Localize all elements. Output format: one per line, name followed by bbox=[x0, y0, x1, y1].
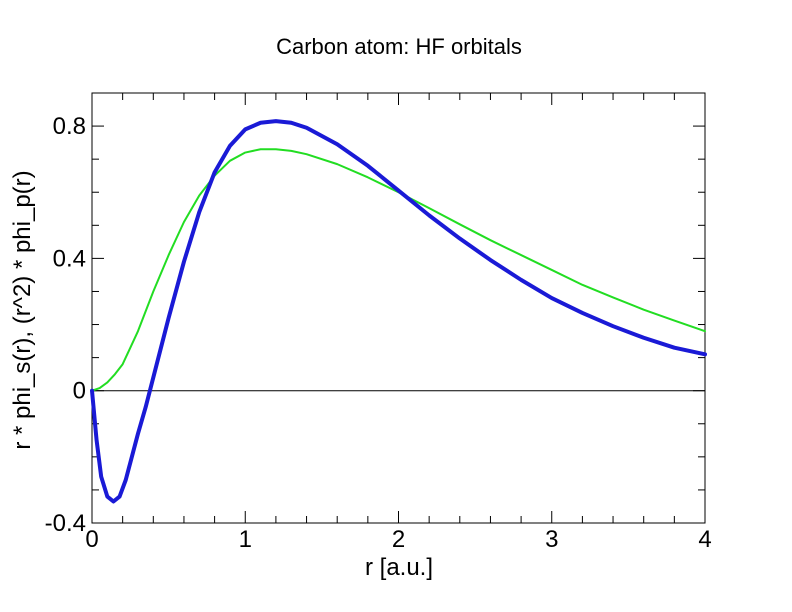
plot-area: 0 1 2 3 4-0.400.40.8 bbox=[45, 92, 712, 553]
y-tick-label: 0.8 bbox=[53, 113, 86, 140]
x-tick-label: 4 bbox=[698, 526, 711, 553]
y-tick-label: -0.4 bbox=[45, 510, 86, 537]
x-tick-label: 1 bbox=[239, 526, 252, 553]
plot-frame bbox=[91, 92, 706, 524]
x-tick-label: 2 bbox=[392, 526, 405, 553]
series-line-1 bbox=[91, 148, 706, 392]
y-axis-title: r * phi_s(r), (r^2) * phi_p(r) bbox=[9, 170, 36, 449]
y-tick-label: 0 bbox=[73, 378, 86, 405]
x-tick-label: 0 bbox=[85, 526, 98, 553]
chart-title: Carbon atom: HF orbitals bbox=[276, 34, 522, 59]
y-tick-label: 0.4 bbox=[53, 245, 86, 272]
x-tick-label: 3 bbox=[545, 526, 558, 553]
x-axis-title: r [a.u.] bbox=[365, 554, 433, 581]
series-line-2 bbox=[90, 119, 707, 504]
